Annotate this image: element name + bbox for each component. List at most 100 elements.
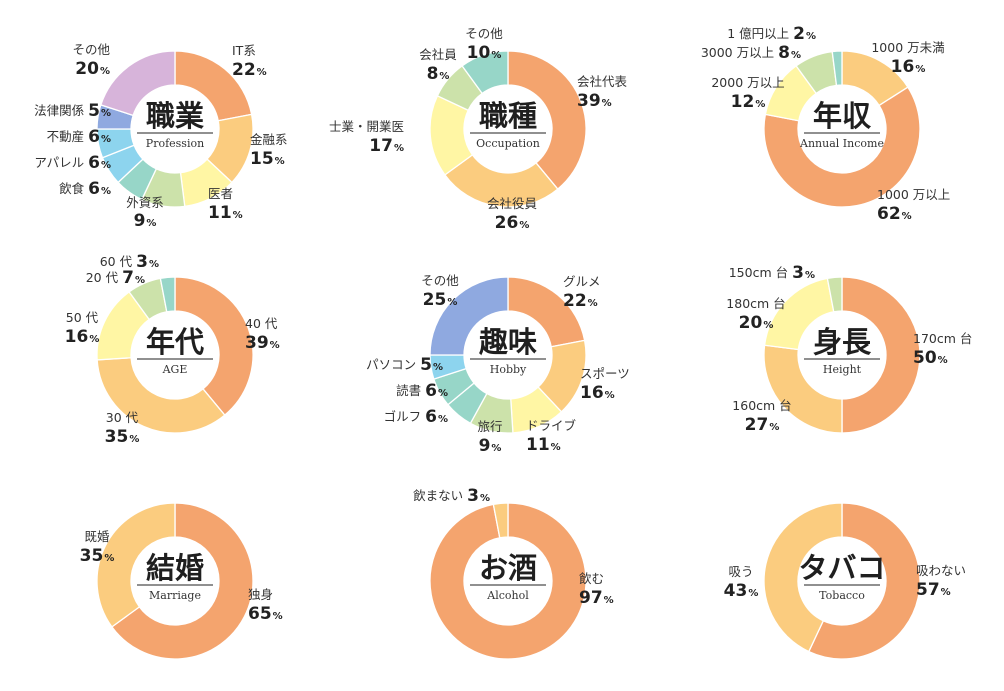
percent-sign: %: [915, 64, 925, 75]
slice-value: 20%: [739, 313, 774, 333]
donut-slice: [461, 50, 509, 95]
slice-value: 3%: [467, 486, 490, 506]
slice-label: IT系: [232, 43, 256, 58]
percent-sign: %: [89, 334, 99, 345]
slice-label: 1000 万未満: [871, 40, 944, 55]
donut-slice: [763, 86, 921, 208]
percent-sign: %: [129, 434, 139, 445]
slice-value: 8%: [427, 64, 450, 84]
percent-sign: %: [273, 611, 283, 622]
donut-slice: [807, 502, 921, 660]
slice-label: その他: [421, 273, 459, 288]
slice-label: 士業・開業医: [329, 119, 404, 134]
slice-label: その他: [72, 42, 110, 57]
slice-value: 16%: [65, 327, 100, 347]
slice-value: 35%: [105, 427, 140, 447]
percent-sign: %: [491, 443, 501, 454]
chart-title: 職種: [479, 99, 537, 133]
percent-sign: %: [763, 320, 773, 331]
slice-value: 62%: [877, 204, 912, 224]
percent-sign: %: [551, 442, 561, 453]
slice-label: 170cm 台: [913, 331, 972, 346]
percent-sign: %: [394, 143, 404, 154]
chart-title: 結婚: [146, 551, 204, 585]
slice-label: 飲食: [59, 181, 85, 196]
slice-label: 1 億円以上: [727, 26, 789, 41]
chart-alcohol: お酒 Alcohol 飲む 97% 飲まない 3%: [413, 486, 614, 660]
slice-value: 16%: [891, 57, 926, 77]
slice-label: 160cm 台: [732, 398, 791, 413]
slice-value: 3%: [792, 263, 815, 283]
slice-label: スポーツ: [580, 366, 630, 381]
donut-slice: [507, 50, 587, 191]
chart-subtitle: Height: [823, 363, 862, 376]
percent-sign: %: [101, 108, 111, 119]
slice-value: 26%: [495, 213, 530, 233]
percent-sign: %: [755, 99, 765, 110]
slice-label: 60 代: [100, 254, 133, 269]
slice-value: 3%: [136, 252, 159, 272]
slice-value: 9%: [134, 211, 157, 231]
percent-sign: %: [480, 493, 490, 504]
slice-label: ゴルフ: [384, 409, 422, 424]
donut-slice: [492, 502, 509, 539]
percent-sign: %: [100, 66, 110, 77]
percent-sign: %: [605, 390, 615, 401]
percent-sign: %: [491, 50, 501, 61]
slice-label: 飲まない: [413, 488, 463, 503]
slice-label: 金融系: [250, 132, 288, 147]
slice-value: 20%: [75, 59, 110, 79]
slice-label: 会社代表: [577, 74, 628, 89]
percent-sign: %: [257, 67, 267, 78]
percent-sign: %: [748, 588, 758, 599]
percent-sign: %: [588, 298, 598, 309]
percent-sign: %: [101, 186, 111, 197]
percent-sign: %: [902, 211, 912, 222]
chart-title: 年収: [813, 99, 872, 133]
chart-title: 年代: [146, 325, 204, 359]
percent-sign: %: [101, 160, 111, 171]
slice-label: 20 代: [86, 270, 119, 285]
slice-label: 飲む: [579, 571, 604, 586]
slice-value: 17%: [369, 136, 404, 156]
slice-value: 43%: [724, 581, 759, 601]
percent-sign: %: [438, 388, 448, 399]
slice-label: 吸わない: [916, 563, 966, 578]
donut-slice: [763, 502, 843, 653]
donut-slice: [429, 276, 509, 356]
slice-value: 16%: [580, 383, 615, 403]
slice-value: 97%: [579, 588, 614, 608]
slice-label: 既婚: [84, 529, 110, 544]
percent-sign: %: [519, 220, 529, 231]
chart-subtitle: AGE: [162, 363, 188, 376]
percent-sign: %: [439, 71, 449, 82]
slice-label: 外資系: [126, 195, 164, 210]
donut-slice: [96, 357, 226, 434]
slice-label: 40 代: [245, 316, 278, 331]
slice-label: 不動産: [47, 129, 85, 144]
slice-value: 6%: [425, 407, 448, 427]
percent-sign: %: [805, 270, 815, 281]
percent-sign: %: [101, 134, 111, 145]
percent-sign: %: [275, 156, 285, 167]
slice-label: 30 代: [106, 410, 139, 425]
slice-value: 22%: [563, 291, 598, 311]
percent-sign: %: [938, 355, 948, 366]
slice-label: アパレル: [34, 155, 84, 170]
slice-value: 27%: [745, 415, 780, 435]
donut-slice: [429, 502, 587, 660]
slice-value: 9%: [479, 436, 502, 456]
slice-label: パソコン: [366, 357, 416, 372]
slice-label: 法律関係: [34, 103, 84, 118]
chart-title: 職業: [146, 99, 204, 133]
percent-sign: %: [791, 50, 801, 61]
percent-sign: %: [270, 340, 280, 351]
chart-subtitle: Profession: [146, 137, 204, 150]
slice-value: 25%: [423, 290, 458, 310]
slice-label: ドライブ: [526, 418, 577, 433]
chart-subtitle: Alcohol: [486, 589, 529, 602]
slice-label: 吸う: [728, 564, 753, 579]
percent-sign: %: [769, 422, 779, 433]
